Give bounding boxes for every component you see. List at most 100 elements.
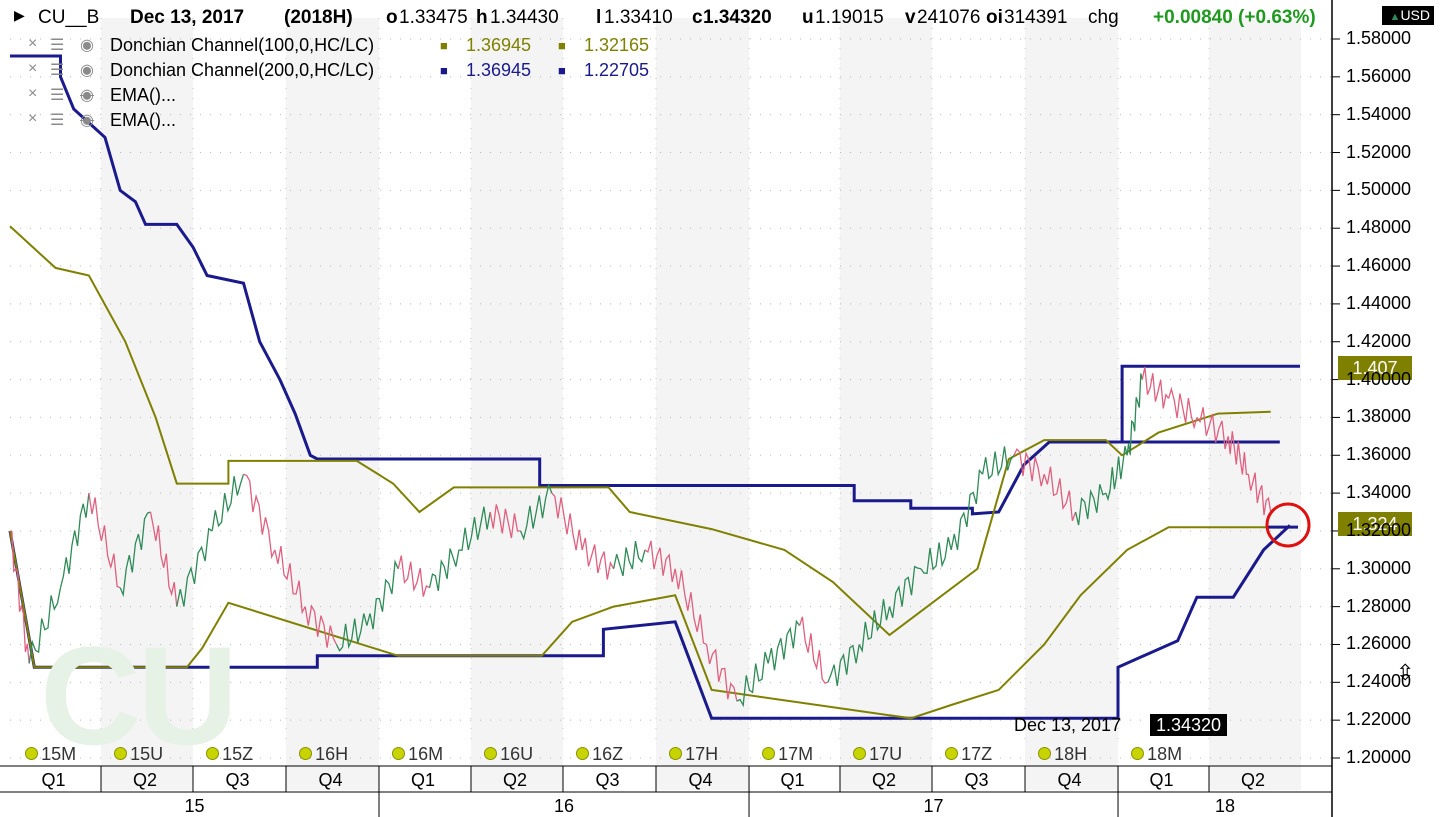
price-segment [428,548,460,592]
price-segment [458,506,491,552]
contract-marker[interactable]: 16Z [576,744,623,765]
price-segment [858,599,891,654]
eye-icon[interactable]: ◉ [80,62,94,79]
open-value: 1.33475 [399,7,468,28]
y-tick-label: 1.30000 [1346,557,1412,578]
contract-dot-icon [114,747,128,760]
price-segment [243,473,276,560]
price-segment [1196,407,1229,450]
menu-icon[interactable]: ☰ [50,62,65,79]
price-segment [119,511,151,598]
low-value: 1.33410 [604,7,673,28]
contract-marker[interactable]: 17M [762,744,813,765]
grid-dots [10,18,1332,759]
eye-icon[interactable]: ◉ [80,37,94,54]
year-label: 18 [1215,796,1236,816]
price-segment [950,468,984,551]
y-tick-label: 1.26000 [1346,633,1412,654]
contract-dot-icon [484,747,498,760]
contract-marker[interactable]: 16U [484,744,533,765]
oi-value: 314391 [1004,7,1068,28]
quarter-label: Q4 [318,770,343,790]
series-line-0 [10,54,1300,516]
close-value: 1.34320 [703,7,772,28]
contract-marker[interactable]: 18H [1038,744,1087,765]
indicator-name: Donchian Channel(100,0,HC/LC) [110,35,375,55]
eye-hidden-icon[interactable]: ◉ [80,87,94,104]
contract-marker[interactable]: 18M [1131,744,1182,765]
contract-dot-icon [945,747,959,760]
contract-marker[interactable]: 15M [25,744,76,765]
price-segment [59,493,90,588]
price-segment [798,616,829,684]
y-tick-label: 1.36000 [1346,444,1412,465]
price-segment [1167,386,1198,430]
volume-label: v [905,7,916,28]
y-tick-label: 1.44000 [1346,292,1412,313]
chg-value: +0.00840 (+0.63%) [1153,7,1316,28]
series-swatch-icon: ■ [558,63,566,78]
close-label: c [692,7,703,28]
contract-marker[interactable]: 16H [299,744,348,765]
y-tick-label: 1.28000 [1346,595,1412,616]
oi-label: oi [986,7,1003,28]
indicator-value-1: 1.36945 [466,60,532,80]
contract-dot-icon [25,747,39,760]
quarter-label: Q2 [132,770,157,790]
quarter-label: Q1 [780,770,805,790]
price-segment [335,613,368,652]
close-icon[interactable]: × [28,85,38,102]
y-tick-label: 1.58000 [1346,28,1412,48]
price-segment [888,565,922,618]
indicator-value-1: 1.36945 [466,35,532,55]
indicator-value-2: 1.32165 [584,35,650,55]
close-icon[interactable]: × [28,35,38,52]
u-label: u [802,7,814,28]
contract-dot-icon [1131,747,1145,760]
y-tick-label: 1.38000 [1346,406,1412,427]
contract-dot-icon [392,747,406,760]
contract-marker[interactable]: 17H [669,744,718,765]
menu-icon[interactable]: ☰ [50,87,65,104]
y-tick-label: 1.56000 [1346,65,1412,86]
menu-icon[interactable]: ☰ [50,37,65,54]
resize-cursor-icon: ⇳ [1396,660,1415,685]
year-label: 17 [923,796,944,816]
price-segment [827,644,860,686]
close-icon[interactable]: × [28,60,38,77]
expand-triangle-icon[interactable]: ▶ [14,7,25,23]
eye-hidden-icon[interactable]: ◉ [80,112,94,129]
y-tick-label: 1.54000 [1346,103,1412,124]
year-label: 15 [184,796,205,816]
contract-marker[interactable]: 15Z [206,744,253,765]
high-value: 1.34430 [490,7,559,28]
price-segment [489,504,521,539]
close-icon[interactable]: × [28,110,38,127]
contract-marker[interactable]: 17U [853,744,902,765]
quarter-band [100,18,193,790]
quarter-label: Q1 [41,770,66,790]
price-segment [551,492,583,551]
contract-dot-icon [206,747,220,760]
contract-marker[interactable]: 17Z [945,744,992,765]
quarter-label: Q3 [964,770,989,790]
contract-dot-icon [853,747,867,760]
menu-icon[interactable]: ☰ [50,112,65,129]
chart-axes [0,0,1340,817]
price-segment [211,474,245,531]
price-segment [920,537,952,575]
price-segment [736,651,769,708]
contract-marker[interactable]: 16M [392,744,443,765]
quarter-label: Q3 [595,770,620,790]
currency-badge: ▲USD [1382,6,1434,25]
quarter-band [285,18,380,790]
price-segment [981,446,1015,480]
contract-marker[interactable]: 15U [114,744,163,765]
price-segment [1043,466,1077,522]
highlight-circle [1265,502,1311,548]
price-segment [1013,447,1045,487]
quarter-label: Q4 [688,770,713,790]
y-tick-label: 1.42000 [1346,330,1412,351]
indicator-value-2: 1.22705 [584,60,650,80]
